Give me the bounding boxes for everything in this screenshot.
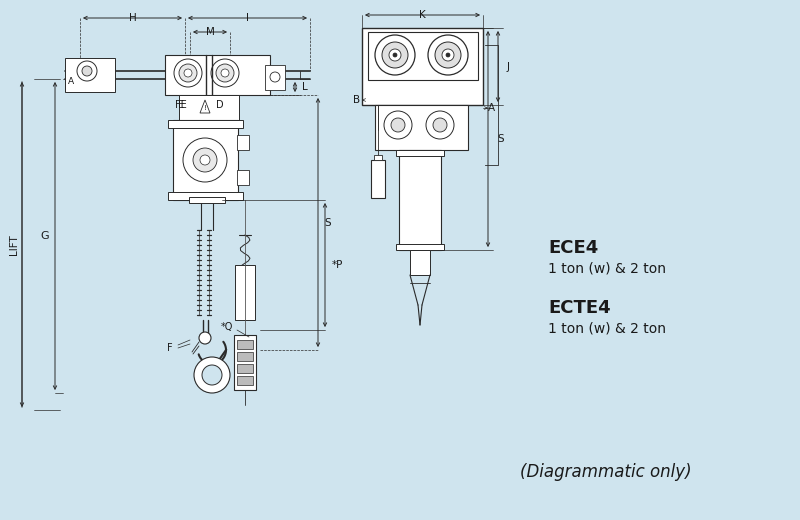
- Bar: [375, 105, 468, 150]
- Circle shape: [194, 357, 230, 393]
- Bar: [168, 120, 243, 128]
- Bar: [165, 55, 270, 95]
- Text: 1 ton (w) & 2 ton: 1 ton (w) & 2 ton: [548, 261, 666, 275]
- Circle shape: [200, 155, 210, 165]
- Circle shape: [389, 49, 401, 61]
- Text: H: H: [129, 13, 136, 23]
- Text: (Diagrammatic only): (Diagrammatic only): [520, 463, 692, 481]
- Circle shape: [433, 118, 447, 132]
- Text: L: L: [302, 82, 308, 92]
- Text: A: A: [487, 103, 494, 113]
- Bar: [237, 376, 253, 385]
- Bar: [168, 192, 243, 200]
- Circle shape: [426, 111, 454, 139]
- Bar: [396, 150, 444, 156]
- Bar: [237, 352, 253, 361]
- Text: ECE4: ECE4: [548, 239, 598, 257]
- Bar: [237, 364, 253, 373]
- Bar: [265, 65, 285, 90]
- Bar: [410, 250, 430, 275]
- Text: K: K: [419, 10, 426, 20]
- Circle shape: [184, 69, 192, 77]
- Bar: [368, 32, 478, 80]
- Circle shape: [179, 64, 197, 82]
- Text: A: A: [68, 76, 74, 85]
- Bar: [65, 58, 115, 92]
- Text: S: S: [325, 217, 331, 228]
- Bar: [173, 120, 238, 200]
- Text: *P: *P: [331, 260, 342, 270]
- Text: M: M: [206, 27, 214, 37]
- Text: E: E: [178, 100, 184, 110]
- Circle shape: [393, 53, 397, 57]
- Bar: [396, 244, 444, 250]
- Bar: [179, 95, 239, 120]
- Circle shape: [221, 69, 229, 77]
- Bar: [234, 335, 256, 390]
- Circle shape: [77, 61, 97, 81]
- Bar: [371, 160, 385, 198]
- Circle shape: [82, 66, 92, 76]
- Polygon shape: [200, 100, 210, 113]
- Text: FE: FE: [175, 100, 187, 110]
- Circle shape: [375, 35, 415, 75]
- Circle shape: [384, 111, 412, 139]
- Text: 1 ton (w) & 2 ton: 1 ton (w) & 2 ton: [548, 321, 666, 335]
- Bar: [237, 135, 249, 150]
- Text: B: B: [354, 95, 361, 105]
- Text: LIFT: LIFT: [9, 234, 19, 255]
- Circle shape: [216, 64, 234, 82]
- Text: I: I: [246, 13, 249, 23]
- Circle shape: [391, 118, 405, 132]
- Circle shape: [382, 42, 408, 68]
- Circle shape: [174, 59, 202, 87]
- Text: *Q: *Q: [221, 322, 233, 332]
- Text: ECTE4: ECTE4: [548, 299, 610, 317]
- Bar: [237, 340, 253, 349]
- Circle shape: [199, 332, 211, 344]
- Text: D: D: [216, 100, 224, 110]
- Bar: [235, 265, 255, 320]
- Circle shape: [446, 53, 450, 57]
- Text: F: F: [167, 343, 173, 353]
- Circle shape: [202, 365, 222, 385]
- Circle shape: [270, 72, 280, 82]
- Circle shape: [183, 138, 227, 182]
- Bar: [399, 150, 441, 250]
- Circle shape: [442, 49, 454, 61]
- Text: G: G: [41, 231, 50, 241]
- Bar: [362, 28, 483, 105]
- Bar: [237, 170, 249, 185]
- Text: J: J: [506, 61, 510, 72]
- Circle shape: [193, 148, 217, 172]
- Text: S: S: [498, 134, 504, 144]
- Bar: [374, 155, 382, 160]
- Circle shape: [211, 59, 239, 87]
- Circle shape: [435, 42, 461, 68]
- Circle shape: [428, 35, 468, 75]
- Bar: [189, 197, 225, 203]
- Text: !: !: [203, 105, 206, 111]
